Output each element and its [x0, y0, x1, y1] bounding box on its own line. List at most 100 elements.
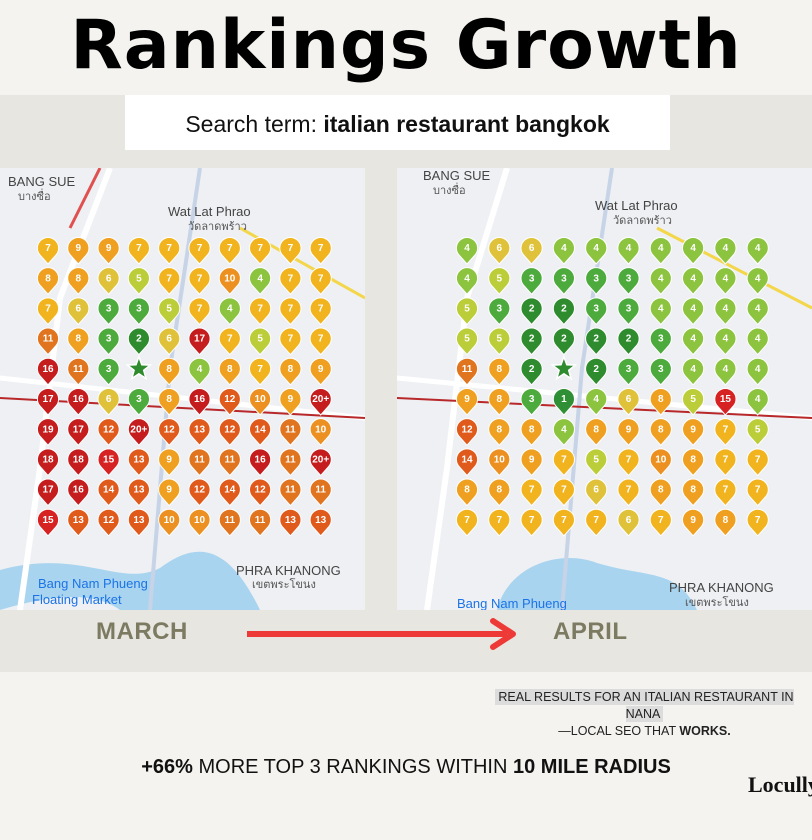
rank-pin	[218, 236, 241, 265]
rank-number: 9	[318, 364, 324, 375]
rank-number: 8	[497, 394, 503, 405]
rank-pin	[682, 267, 705, 295]
search-term: italian restaurant bangkok	[323, 111, 610, 137]
rank-number: 14	[103, 485, 115, 496]
rank-pin	[188, 267, 211, 295]
rank-pin	[488, 387, 511, 416]
place-label: PHRA KHANONG	[236, 563, 341, 578]
rank-pin	[552, 267, 575, 295]
rank-pin	[309, 297, 332, 326]
rank-pin	[617, 236, 640, 265]
rank-pin	[649, 478, 672, 507]
place-label: บางซื่อ	[433, 182, 466, 197]
rank-pin	[585, 508, 608, 537]
rank-pin	[455, 236, 479, 265]
rank-pin	[218, 418, 241, 446]
rank-pin	[746, 448, 769, 477]
rank-number: 16	[194, 394, 206, 405]
rank-number: 8	[166, 364, 172, 375]
rank-number: 4	[690, 243, 696, 254]
place-label: Bang Nam Phueng	[38, 576, 148, 591]
rank-pin	[36, 418, 60, 446]
rank-pin	[746, 478, 769, 507]
rank-number: 3	[106, 364, 112, 375]
location-star	[550, 354, 578, 381]
rank-pin	[218, 448, 241, 477]
rank-number: 3	[136, 304, 142, 315]
rank-pin	[188, 357, 211, 386]
rank-number: 3	[106, 304, 112, 315]
rank-pin	[67, 327, 90, 356]
rank-pin	[309, 267, 332, 295]
rank-number: 3	[593, 273, 599, 284]
search-term-box: Search term: italian restaurant bangkok	[125, 95, 670, 150]
rank-number: 4	[723, 364, 729, 375]
arrow	[247, 618, 516, 650]
rank-pin	[188, 508, 211, 537]
rank-number: 11	[285, 485, 296, 496]
place-label: PHRA KHANONG	[669, 580, 774, 595]
rank-number: 7	[658, 515, 664, 526]
rank-number: 3	[626, 304, 632, 315]
rank-number: 7	[755, 515, 761, 526]
rank-pin	[309, 357, 332, 386]
rank-number: 11	[43, 334, 54, 345]
rank-pin	[67, 478, 90, 507]
rank-pin	[218, 387, 241, 416]
rank-pin	[127, 508, 150, 537]
rank-number: 7	[561, 515, 567, 526]
rank-number: 9	[690, 424, 696, 435]
note-line: REAL RESULTS FOR AN ITALIAN RESTAURANT I…	[495, 689, 794, 722]
rank-pin	[617, 418, 640, 446]
rank-pin	[682, 387, 705, 416]
rank-number: 17	[42, 394, 54, 405]
rank-pin	[127, 236, 150, 265]
rank-pin	[520, 236, 543, 265]
rank-pin	[309, 327, 332, 356]
rank-number: 10	[655, 455, 667, 466]
rank-number: 2	[593, 364, 599, 375]
map: BANG SUE บางซื่อ Wat Lat Phrao วัดลาดพร้…	[0, 168, 365, 610]
rank-number: 3	[529, 394, 535, 405]
rank-pin	[714, 297, 737, 326]
rank-number: 12	[224, 424, 236, 435]
rank-pin	[309, 448, 332, 477]
rank-number: 2	[529, 364, 535, 375]
rank-pin	[67, 448, 90, 477]
rank-number: 6	[529, 243, 535, 254]
rank-pin	[552, 448, 575, 477]
rank-number: 11	[225, 515, 236, 526]
rank-number: 13	[133, 515, 145, 526]
rank-pin	[488, 236, 511, 265]
rank-pin	[617, 327, 640, 356]
rank-pin	[714, 267, 737, 295]
rank-pin	[97, 327, 120, 356]
rank-pin	[158, 508, 181, 537]
rank-pin	[746, 418, 769, 446]
rank-pin	[585, 387, 608, 416]
rank-pin	[649, 327, 672, 356]
rank-pin	[249, 236, 272, 265]
rank-number: 7	[626, 455, 632, 466]
rank-pin	[218, 327, 241, 356]
rank-pin	[36, 297, 60, 326]
rank-pin	[455, 418, 479, 446]
rank-pin	[617, 478, 640, 507]
brand-logo: Locully	[748, 772, 812, 797]
rank-pin	[585, 448, 608, 477]
rank-number: 7	[497, 515, 503, 526]
rank-number: 7	[755, 485, 761, 496]
rank-grid: 7 9 9 7 7 7 7 7 7 7 8 8 6 5 7 7 10 4 7 7 7 6 3 3 5 7 4 7 7 7 11 8 3 2 6 17 7…	[36, 236, 332, 537]
headline-emphasis: 10 MILE RADIUS	[512, 756, 671, 778]
rank-number: 12	[164, 424, 176, 435]
rank-pin	[649, 267, 672, 295]
rank-number: 8	[464, 485, 470, 496]
rank-number: 8	[497, 485, 503, 496]
rank-pin	[218, 357, 241, 386]
rank-number: 4	[561, 424, 567, 435]
rank-pin	[249, 418, 272, 446]
rank-number: 7	[288, 334, 294, 345]
rank-pin	[488, 418, 511, 446]
rank-number: 10	[194, 515, 206, 526]
rank-pin	[649, 418, 672, 446]
